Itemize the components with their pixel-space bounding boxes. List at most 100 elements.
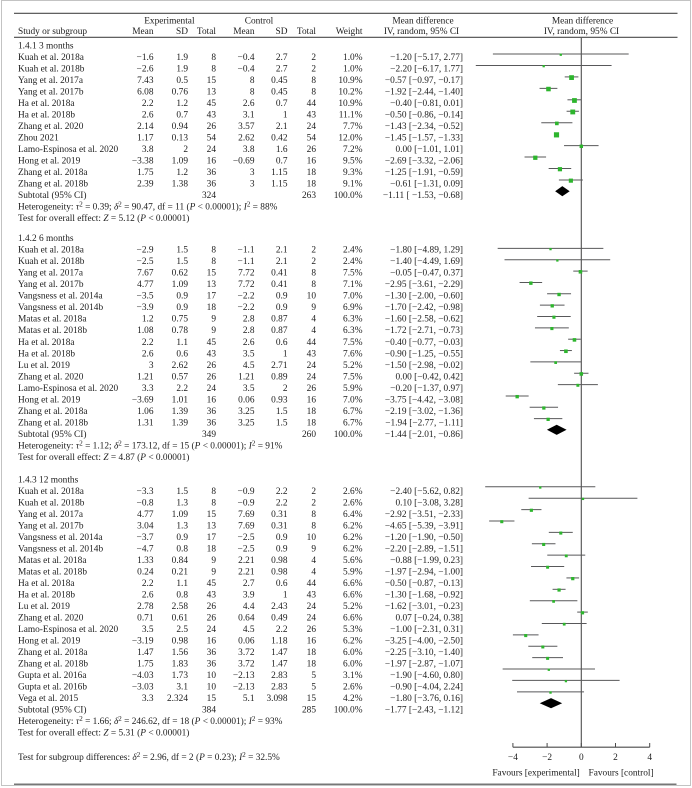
svg-text:1.75: 1.75 [137,659,154,669]
svg-text:4.77: 4.77 [137,510,154,520]
svg-text:6.0%: 6.0% [343,659,363,669]
svg-text:0.57: 0.57 [172,372,189,382]
svg-text:26: 26 [207,372,217,382]
svg-text:0.07 [−0.24, 0.38]: 0.07 [−0.24, 0.38] [395,613,463,623]
svg-text:15: 15 [207,694,217,704]
svg-text:2.78: 2.78 [137,602,154,612]
svg-text:−3.75 [−4.42, −3.08]: −3.75 [−4.42, −3.08] [385,395,463,405]
svg-text:0.41: 0.41 [271,280,288,290]
svg-text:Vangsness et al. 2014a: Vangsness et al. 2014a [18,292,103,302]
svg-text:4: 4 [647,753,652,763]
svg-text:1.2: 1.2 [142,315,154,325]
svg-text:7.69: 7.69 [238,521,255,531]
svg-text:1.6: 1.6 [276,145,288,155]
svg-text:−1.44 [−2.01, −0.86]: −1.44 [−2.01, −0.86] [385,430,463,440]
svg-text:−3.38: −3.38 [132,156,154,166]
svg-text:4: 4 [311,326,316,336]
svg-text:4.5: 4.5 [243,361,255,371]
svg-text:−3.7: −3.7 [137,533,154,543]
svg-text:Heterogeneity: τ2 = 0.39; δ2 =: Heterogeneity: τ2 = 0.39; δ2 = 90.47, df… [18,200,278,212]
svg-text:36: 36 [207,648,217,658]
svg-text:4.77: 4.77 [137,280,154,290]
svg-text:5.2%: 5.2% [343,361,363,371]
svg-text:2: 2 [311,53,316,63]
svg-text:9: 9 [311,544,316,554]
svg-text:−1.6: −1.6 [137,53,154,63]
svg-text:8: 8 [211,53,216,63]
svg-text:Kuah et al. 2018a: Kuah et al. 2018a [18,246,85,256]
svg-text:0.84: 0.84 [172,556,189,566]
svg-text:−0.40 [−0.81, 0.01]: −0.40 [−0.81, 0.01] [390,99,463,109]
svg-text:3.098: 3.098 [266,694,287,704]
svg-text:1.4.3 12 months: 1.4.3 12 months [18,475,79,485]
svg-text:3: 3 [250,168,255,178]
svg-text:2.58: 2.58 [172,602,189,612]
svg-text:−2.2: −2.2 [238,292,255,302]
svg-text:36: 36 [207,407,217,417]
svg-text:2.6: 2.6 [243,338,255,348]
svg-text:−1.72 [−2.71, −0.73]: −1.72 [−2.71, −0.73] [385,326,463,336]
svg-text:15: 15 [207,510,217,520]
svg-text:1.39: 1.39 [172,418,189,428]
svg-text:1.75: 1.75 [137,168,154,178]
svg-text:0.00 [−0.42, 0.42]: 0.00 [−0.42, 0.42] [395,372,463,382]
svg-text:−1.43 [−2.34, −0.52]: −1.43 [−2.34, −0.52] [385,122,463,132]
svg-text:1.5: 1.5 [276,407,288,417]
svg-text:5: 5 [311,671,316,681]
svg-text:260: 260 [302,430,316,440]
svg-text:7.69: 7.69 [238,510,255,520]
svg-text:−2.2: −2.2 [238,303,255,313]
svg-text:8: 8 [211,498,216,508]
svg-text:Kuah et al. 2018a: Kuah et al. 2018a [18,53,85,63]
svg-text:Yang et al. 2017b: Yang et al. 2017b [18,521,84,531]
svg-text:4.2%: 4.2% [343,694,363,704]
svg-text:Kuah et al. 2018b: Kuah et al. 2018b [18,498,85,508]
svg-text:26: 26 [207,602,217,612]
svg-text:0: 0 [579,753,584,763]
svg-text:15: 15 [207,76,217,86]
svg-text:0.45: 0.45 [271,87,288,97]
svg-text:2.62: 2.62 [238,133,255,143]
svg-text:1.2: 1.2 [176,168,188,178]
svg-text:−4.03: −4.03 [132,671,154,681]
svg-text:10.9%: 10.9% [338,99,362,109]
svg-text:100.0%: 100.0% [334,191,363,201]
svg-text:2.6: 2.6 [142,349,154,359]
svg-text:0.10 [−3.08, 3.28]: 0.10 [−3.08, 3.28] [395,498,463,508]
svg-text:Yang et al. 2017a: Yang et al. 2017a [18,510,84,520]
svg-text:2.71: 2.71 [271,361,288,371]
svg-text:8: 8 [311,510,316,520]
svg-text:1.01: 1.01 [172,395,189,405]
svg-text:−0.50 [−0.87, −0.13]: −0.50 [−0.87, −0.13] [385,579,463,589]
svg-text:24: 24 [207,145,217,155]
svg-text:1.5: 1.5 [176,257,188,267]
svg-text:−3.19: −3.19 [132,636,154,646]
svg-text:43: 43 [207,590,217,600]
svg-text:18: 18 [207,303,217,313]
svg-text:3.3: 3.3 [142,694,154,704]
svg-text:8: 8 [311,521,316,531]
svg-text:Study or subgroup: Study or subgroup [18,27,87,37]
svg-text:Zhang et al. 2020: Zhang et al. 2020 [18,613,84,623]
svg-text:−2.6: −2.6 [137,64,154,74]
svg-text:Weight: Weight [336,27,363,37]
svg-text:43: 43 [307,349,317,359]
svg-text:18: 18 [307,418,317,428]
svg-text:Zhou 2021: Zhou 2021 [18,133,59,143]
svg-text:0.8: 0.8 [176,590,188,600]
svg-text:2: 2 [283,384,288,394]
svg-text:1.39: 1.39 [172,407,189,417]
svg-text:1: 1 [283,349,288,359]
svg-text:1.09: 1.09 [172,156,189,166]
svg-text:0.6: 0.6 [276,579,288,589]
svg-text:24: 24 [307,613,317,623]
svg-text:2.6%: 2.6% [343,498,363,508]
svg-text:−1.40 [−4.49, 1.69]: −1.40 [−4.49, 1.69] [390,257,463,267]
svg-text:349: 349 [202,430,216,440]
svg-text:Mean: Mean [132,27,154,37]
svg-text:44: 44 [307,579,317,589]
svg-text:2.14: 2.14 [137,122,154,132]
svg-text:−3.03: −3.03 [132,682,154,692]
svg-text:−1.45 [−1.57, −1.33]: −1.45 [−1.57, −1.33] [385,133,463,143]
svg-text:0.06: 0.06 [238,636,255,646]
